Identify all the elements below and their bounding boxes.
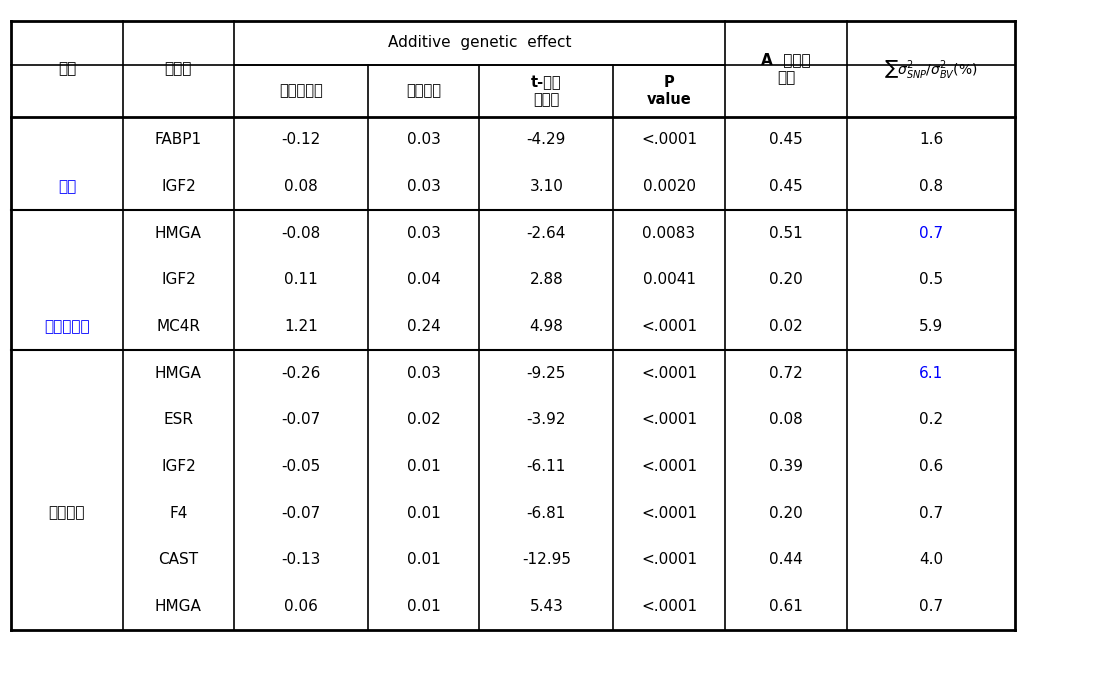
Text: 0.61: 0.61: [769, 599, 803, 614]
Text: IGF2: IGF2: [161, 179, 196, 194]
Text: 0.8: 0.8: [919, 179, 943, 194]
Text: 0.51: 0.51: [769, 226, 803, 241]
Text: 0.02: 0.02: [769, 319, 803, 334]
Text: <.0001: <.0001: [641, 506, 697, 521]
Text: 2.88: 2.88: [530, 272, 563, 287]
Text: HMGA: HMGA: [155, 599, 202, 614]
Text: MC4R: MC4R: [156, 319, 201, 334]
Text: 0.0083: 0.0083: [642, 226, 696, 241]
Text: 0.45: 0.45: [769, 132, 803, 147]
Text: 0.45: 0.45: [769, 179, 803, 194]
Text: ESR: ESR: [164, 412, 193, 427]
Text: 6.1: 6.1: [919, 366, 943, 381]
Text: 0.01: 0.01: [407, 459, 440, 474]
Text: <.0001: <.0001: [641, 552, 697, 567]
Text: CAST: CAST: [158, 552, 198, 567]
Text: FABP1: FABP1: [155, 132, 202, 147]
Text: A  유전자
빈도: A 유전자 빈도: [762, 52, 811, 85]
Text: 0.03: 0.03: [407, 226, 440, 241]
Text: <.0001: <.0001: [641, 412, 697, 427]
Text: -2.64: -2.64: [526, 226, 566, 241]
Text: 3.10: 3.10: [530, 179, 563, 194]
Text: HMGA: HMGA: [155, 226, 202, 241]
Text: P
value: P value: [647, 75, 691, 107]
Text: 효과측정치: 효과측정치: [279, 84, 323, 98]
Text: -6.11: -6.11: [526, 459, 566, 474]
Text: IGF2: IGF2: [161, 459, 196, 474]
Text: 5.9: 5.9: [919, 319, 943, 334]
Text: -0.07: -0.07: [281, 412, 321, 427]
Text: 유전자: 유전자: [165, 61, 192, 76]
Text: 0.06: 0.06: [284, 599, 318, 614]
Text: 0.6: 0.6: [919, 459, 943, 474]
Text: -6.81: -6.81: [526, 506, 566, 521]
Text: -0.26: -0.26: [281, 366, 321, 381]
Text: 0.20: 0.20: [769, 272, 803, 287]
Text: -0.12: -0.12: [281, 132, 321, 147]
Text: 듀록: 듀록: [58, 179, 76, 194]
Text: 0.11: 0.11: [284, 272, 318, 287]
Text: 0.01: 0.01: [407, 552, 440, 567]
Text: 0.5: 0.5: [919, 272, 943, 287]
Text: 품종: 품종: [58, 61, 76, 76]
Text: 0.02: 0.02: [407, 412, 440, 427]
Text: 0.04: 0.04: [407, 272, 440, 287]
Text: -0.13: -0.13: [281, 552, 321, 567]
Text: 0.03: 0.03: [407, 179, 440, 194]
Text: <.0001: <.0001: [641, 459, 697, 474]
Text: -12.95: -12.95: [522, 552, 571, 567]
Text: -0.05: -0.05: [281, 459, 321, 474]
Text: -9.25: -9.25: [526, 366, 566, 381]
Text: 0.7: 0.7: [919, 599, 943, 614]
Text: 1.21: 1.21: [284, 319, 318, 334]
Text: 0.08: 0.08: [769, 412, 803, 427]
Text: 0.01: 0.01: [407, 599, 440, 614]
Text: HMGA: HMGA: [155, 366, 202, 381]
Text: 0.7: 0.7: [919, 506, 943, 521]
Text: 0.03: 0.03: [407, 366, 440, 381]
Text: F4: F4: [169, 506, 187, 521]
Text: 0.2: 0.2: [919, 412, 943, 427]
Text: 0.0020: 0.0020: [642, 179, 696, 194]
Text: 0.39: 0.39: [769, 459, 803, 474]
Text: 0.08: 0.08: [284, 179, 318, 194]
Text: IGF2: IGF2: [161, 272, 196, 287]
Text: Additive  genetic  effect: Additive genetic effect: [388, 36, 571, 50]
Text: 0.24: 0.24: [407, 319, 440, 334]
Text: $\sum\sigma^2_{SNP}/\sigma^2_{BV}(\%)$: $\sum\sigma^2_{SNP}/\sigma^2_{BV}(\%)$: [884, 58, 978, 80]
Text: 0.03: 0.03: [407, 132, 440, 147]
Text: 표준오차: 표준오차: [406, 84, 442, 98]
Text: 0.20: 0.20: [769, 506, 803, 521]
Text: 0.44: 0.44: [769, 552, 803, 567]
Text: 0.7: 0.7: [919, 226, 943, 241]
Text: 4.98: 4.98: [530, 319, 563, 334]
Text: -0.07: -0.07: [281, 506, 321, 521]
Text: 5.43: 5.43: [530, 599, 563, 614]
Text: 대요크셔: 대요크셔: [49, 506, 85, 521]
Text: 랜드레이스: 랜드레이스: [45, 319, 89, 334]
Text: 0.01: 0.01: [407, 506, 440, 521]
Text: <.0001: <.0001: [641, 319, 697, 334]
Text: t-검정
통계량: t-검정 통계량: [531, 75, 562, 107]
Text: 1.6: 1.6: [919, 132, 943, 147]
Text: 4.0: 4.0: [919, 552, 943, 567]
Text: -3.92: -3.92: [526, 412, 566, 427]
Text: -4.29: -4.29: [526, 132, 566, 147]
Text: <.0001: <.0001: [641, 366, 697, 381]
Text: 0.0041: 0.0041: [642, 272, 696, 287]
Text: -0.08: -0.08: [281, 226, 321, 241]
Text: <.0001: <.0001: [641, 132, 697, 147]
Text: <.0001: <.0001: [641, 599, 697, 614]
Text: 0.72: 0.72: [769, 366, 803, 381]
